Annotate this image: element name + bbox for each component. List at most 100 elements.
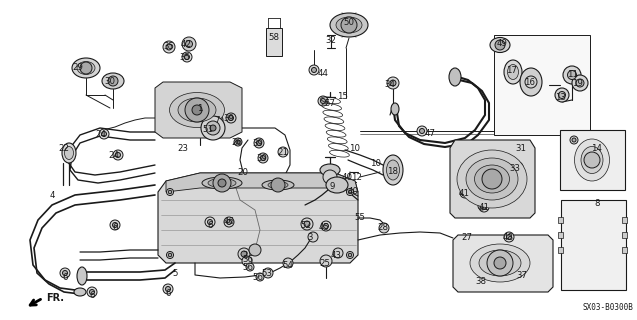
Text: 5: 5 bbox=[172, 268, 178, 277]
Circle shape bbox=[320, 255, 332, 267]
Text: 28: 28 bbox=[378, 223, 389, 233]
Ellipse shape bbox=[504, 60, 522, 84]
Circle shape bbox=[309, 65, 319, 75]
Text: 37: 37 bbox=[517, 270, 527, 279]
Text: FR.: FR. bbox=[46, 293, 64, 303]
Text: 33: 33 bbox=[510, 164, 520, 172]
Text: 10: 10 bbox=[371, 158, 382, 167]
Text: SX03-B0300B: SX03-B0300B bbox=[582, 303, 633, 312]
Text: 39: 39 bbox=[252, 139, 264, 148]
Circle shape bbox=[323, 170, 337, 184]
Ellipse shape bbox=[102, 73, 124, 89]
Circle shape bbox=[482, 169, 502, 189]
Ellipse shape bbox=[326, 177, 348, 193]
Circle shape bbox=[208, 220, 213, 225]
Circle shape bbox=[206, 121, 220, 135]
Ellipse shape bbox=[387, 160, 399, 180]
Text: 49: 49 bbox=[497, 38, 508, 47]
Circle shape bbox=[559, 92, 566, 99]
Circle shape bbox=[513, 162, 523, 172]
Circle shape bbox=[271, 178, 285, 192]
Text: 51: 51 bbox=[203, 124, 213, 133]
Bar bbox=[558, 247, 563, 253]
Circle shape bbox=[185, 41, 192, 47]
Text: 46: 46 bbox=[224, 218, 234, 227]
Circle shape bbox=[185, 98, 209, 122]
Circle shape bbox=[115, 153, 120, 157]
Ellipse shape bbox=[202, 177, 242, 189]
Circle shape bbox=[108, 76, 118, 86]
Ellipse shape bbox=[581, 147, 603, 173]
Text: 2: 2 bbox=[242, 251, 248, 260]
Text: 24: 24 bbox=[108, 150, 120, 159]
Circle shape bbox=[482, 204, 487, 210]
Text: 54: 54 bbox=[282, 260, 294, 269]
Ellipse shape bbox=[208, 179, 236, 188]
Bar bbox=[558, 217, 563, 223]
Text: 56: 56 bbox=[252, 273, 264, 282]
Text: 52: 52 bbox=[301, 220, 311, 229]
Text: 34: 34 bbox=[385, 79, 396, 89]
Circle shape bbox=[163, 41, 175, 53]
Text: 41: 41 bbox=[459, 188, 469, 197]
Circle shape bbox=[113, 150, 123, 160]
Ellipse shape bbox=[470, 244, 530, 282]
Text: 53: 53 bbox=[262, 269, 273, 278]
Text: 6: 6 bbox=[165, 289, 171, 298]
Text: 29: 29 bbox=[73, 62, 83, 71]
Text: 32: 32 bbox=[326, 36, 336, 44]
Ellipse shape bbox=[320, 164, 340, 176]
Text: 57: 57 bbox=[324, 99, 336, 108]
Text: 3: 3 bbox=[307, 234, 313, 243]
Text: 50: 50 bbox=[343, 18, 355, 27]
Circle shape bbox=[301, 218, 313, 230]
Circle shape bbox=[62, 270, 68, 276]
Circle shape bbox=[417, 126, 427, 136]
Circle shape bbox=[205, 217, 215, 227]
Circle shape bbox=[333, 248, 343, 258]
Text: 27: 27 bbox=[461, 234, 473, 243]
Text: 6: 6 bbox=[207, 221, 213, 230]
Text: 9: 9 bbox=[329, 181, 334, 190]
Circle shape bbox=[226, 113, 236, 123]
Circle shape bbox=[487, 250, 513, 276]
Circle shape bbox=[227, 220, 231, 225]
Text: 20: 20 bbox=[238, 167, 248, 177]
Bar bbox=[622, 217, 627, 223]
Text: 25: 25 bbox=[320, 259, 331, 268]
Circle shape bbox=[99, 129, 109, 139]
Circle shape bbox=[201, 116, 225, 140]
Text: 26: 26 bbox=[231, 138, 243, 147]
Circle shape bbox=[168, 190, 172, 194]
Circle shape bbox=[460, 188, 470, 198]
Ellipse shape bbox=[169, 92, 224, 127]
Ellipse shape bbox=[268, 181, 288, 188]
Text: 58: 58 bbox=[269, 33, 280, 42]
Circle shape bbox=[236, 140, 240, 144]
Text: 17: 17 bbox=[506, 66, 517, 75]
Text: 6: 6 bbox=[62, 274, 68, 283]
Text: 16: 16 bbox=[524, 77, 536, 86]
Text: 1: 1 bbox=[197, 103, 203, 113]
Circle shape bbox=[182, 52, 192, 62]
Text: 6: 6 bbox=[89, 292, 95, 300]
Circle shape bbox=[387, 77, 399, 89]
Circle shape bbox=[263, 268, 273, 278]
Circle shape bbox=[238, 248, 250, 260]
Text: 22: 22 bbox=[59, 143, 69, 153]
Circle shape bbox=[555, 88, 569, 102]
Circle shape bbox=[568, 70, 576, 79]
Circle shape bbox=[348, 253, 352, 257]
Circle shape bbox=[576, 79, 584, 87]
Polygon shape bbox=[158, 173, 358, 263]
Circle shape bbox=[572, 138, 576, 142]
Circle shape bbox=[420, 129, 424, 133]
Circle shape bbox=[254, 138, 264, 148]
Text: 38: 38 bbox=[475, 276, 487, 285]
Circle shape bbox=[311, 68, 317, 73]
Text: 39: 39 bbox=[257, 154, 268, 163]
Circle shape bbox=[166, 44, 172, 50]
Ellipse shape bbox=[457, 150, 527, 208]
Ellipse shape bbox=[475, 165, 510, 193]
Circle shape bbox=[478, 202, 486, 210]
